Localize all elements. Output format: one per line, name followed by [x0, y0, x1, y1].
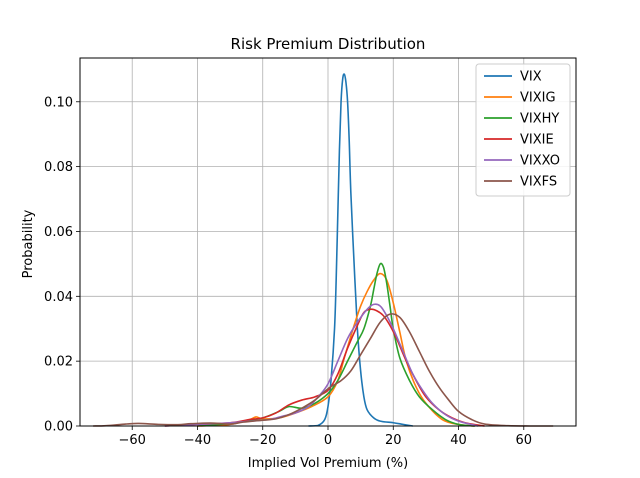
chart-title: Risk Premium Distribution [231, 35, 426, 53]
legend-label: VIXHY [520, 112, 559, 127]
x-axis-ticks: −60 −40 −20 0 20 40 60 [118, 426, 532, 448]
x-tick-label: −40 [184, 433, 211, 448]
series-line-vixfs [93, 313, 554, 427]
y-tick-label: 0.02 [44, 355, 73, 370]
series-line-vix [308, 73, 413, 427]
y-tick-label: 0.08 [44, 160, 73, 175]
legend-label: VIXIE [520, 133, 554, 148]
series-lines [93, 73, 554, 427]
legend-label: VIXIG [520, 91, 556, 106]
x-tick-label: −60 [118, 433, 145, 448]
y-tick-label: 0.10 [44, 95, 73, 110]
legend: VIX VIXIG VIXHY VIXIE VIXXO VIXFS [475, 63, 571, 197]
legend-label: VIXFS [520, 175, 557, 190]
x-tick-label: −20 [249, 433, 276, 448]
series-line-vixig [197, 272, 475, 427]
x-tick-label: 40 [450, 433, 467, 448]
x-tick-label: 0 [324, 433, 332, 448]
legend-label: VIX [520, 70, 542, 85]
x-tick-label: 20 [385, 433, 402, 448]
legend-label: VIXXO [520, 154, 560, 169]
y-tick-label: 0.00 [44, 420, 73, 435]
y-tick-label: 0.04 [44, 290, 73, 305]
y-axis-label: Probability [21, 209, 36, 278]
x-axis-label: Implied Vol Premium (%) [248, 456, 408, 471]
x-tick-label: 60 [516, 433, 533, 448]
y-tick-label: 0.06 [44, 225, 73, 240]
y-axis-ticks: 0.00 0.02 0.04 0.06 0.08 0.10 [44, 95, 80, 435]
